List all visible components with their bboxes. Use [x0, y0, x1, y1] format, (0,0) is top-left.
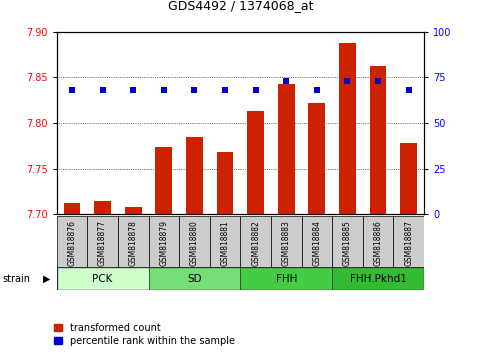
Point	[129, 87, 137, 93]
Bar	[332, 267, 424, 290]
Bar	[370, 67, 387, 214]
Text: FHH.Pkhd1: FHH.Pkhd1	[350, 274, 407, 284]
Text: GSM818880: GSM818880	[190, 220, 199, 266]
Text: GDS4492 / 1374068_at: GDS4492 / 1374068_at	[168, 0, 313, 12]
Bar	[57, 216, 87, 267]
Bar	[393, 216, 424, 267]
Bar	[302, 216, 332, 267]
Text: strain: strain	[2, 274, 31, 284]
Bar	[339, 43, 356, 214]
Bar	[210, 216, 240, 267]
Bar	[87, 216, 118, 267]
Point	[99, 87, 106, 93]
Point	[405, 87, 413, 93]
Bar	[363, 216, 393, 267]
Text: GSM818882: GSM818882	[251, 220, 260, 266]
Bar	[332, 216, 363, 267]
Text: GSM818877: GSM818877	[98, 220, 107, 266]
Bar	[216, 152, 234, 214]
Point	[344, 78, 352, 84]
Point	[252, 87, 260, 93]
Bar	[148, 216, 179, 267]
Bar	[278, 84, 295, 214]
Text: GSM818884: GSM818884	[313, 220, 321, 266]
Bar	[241, 216, 271, 267]
Text: GSM818887: GSM818887	[404, 220, 413, 266]
Text: GSM818878: GSM818878	[129, 220, 138, 266]
Bar	[148, 267, 241, 290]
Bar	[57, 267, 148, 290]
Bar	[125, 207, 141, 214]
Legend: transformed count, percentile rank within the sample: transformed count, percentile rank withi…	[54, 323, 235, 346]
Bar	[309, 103, 325, 214]
Bar	[64, 203, 80, 214]
Bar	[400, 143, 417, 214]
Point	[313, 87, 321, 93]
Point	[160, 87, 168, 93]
Point	[68, 87, 76, 93]
Text: PCK: PCK	[92, 274, 113, 284]
Bar	[247, 111, 264, 214]
Text: GSM818876: GSM818876	[68, 220, 76, 266]
Text: GSM818886: GSM818886	[374, 220, 383, 266]
Text: ▶: ▶	[43, 274, 51, 284]
Bar	[118, 216, 148, 267]
Bar	[155, 147, 172, 214]
Bar	[179, 216, 210, 267]
Text: GSM818883: GSM818883	[282, 220, 291, 266]
Point	[221, 87, 229, 93]
Point	[374, 78, 382, 84]
Text: FHH: FHH	[276, 274, 297, 284]
Point	[282, 78, 290, 84]
Bar	[94, 201, 111, 214]
Text: GSM818881: GSM818881	[220, 220, 230, 266]
Bar	[241, 267, 332, 290]
Text: SD: SD	[187, 274, 202, 284]
Bar	[271, 216, 302, 267]
Text: GSM818879: GSM818879	[159, 220, 168, 266]
Text: GSM818885: GSM818885	[343, 220, 352, 266]
Bar	[186, 137, 203, 214]
Point	[190, 87, 198, 93]
